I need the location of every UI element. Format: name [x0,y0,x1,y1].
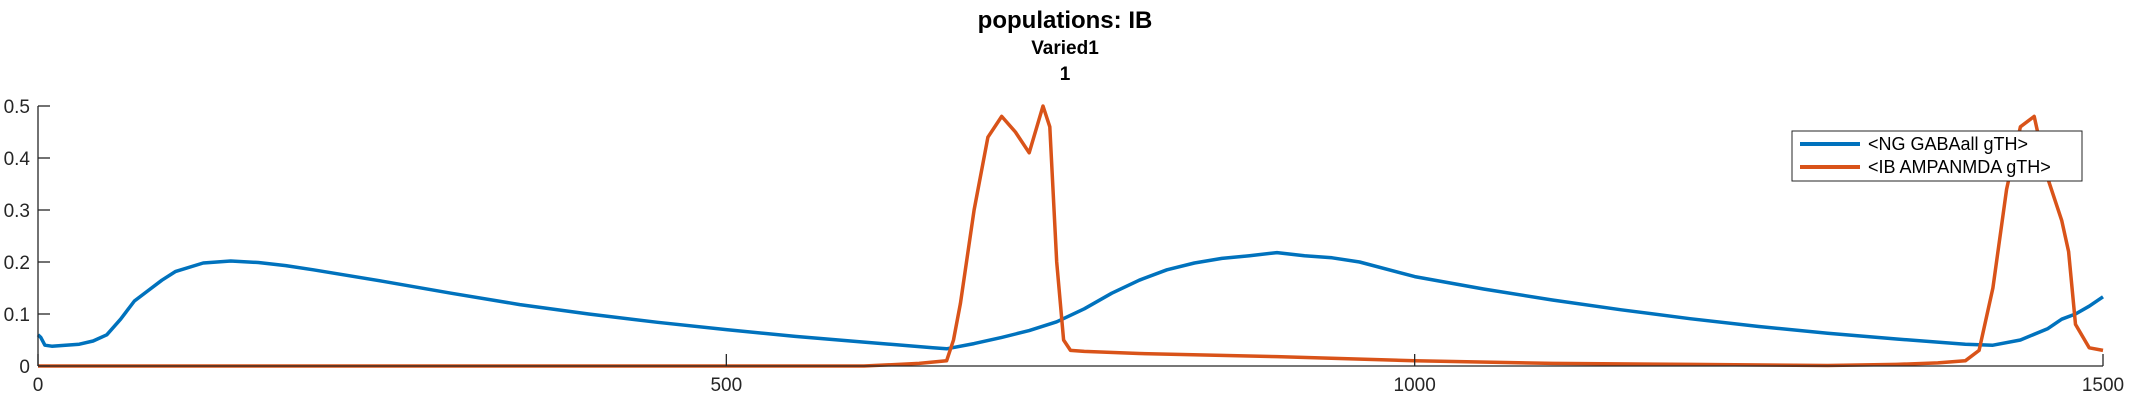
y-tick-label: 0.1 [4,305,30,326]
legend: <NG GABAall gTH> <IB AMPANMDA gTH> [1791,130,2083,182]
y-tick-label: 0 [19,357,30,378]
chart-subtitle-1: Varied1 [1031,38,1099,59]
series-layer [36,104,2104,368]
x-tick-label: 500 [710,375,742,396]
legend-box [1791,130,2083,182]
x-tick-label: 0 [33,375,44,396]
series-line-ng-gabaall [36,250,2104,351]
legend-label-ib-ampanmda: <IB AMPANMDA gTH> [1868,157,2051,177]
chart-subtitle-2: 1 [1060,64,1071,85]
y-tick-label: 0.3 [4,201,30,222]
y-tick-label: 0.5 [4,97,30,118]
ticks-layer: 0 500 1000 1500 0 0.1 0.2 0.3 0.4 0.5 [4,97,2125,396]
plot-area: 0 500 1000 1500 0 0.1 0.2 0.3 0.4 0.5 [4,97,2125,396]
series-line-ib-ampanmda [38,104,2104,368]
chart-title: populations: IB [978,7,1153,34]
x-tick-label: 1500 [2082,375,2124,396]
legend-label-ng-gabaall: <NG GABAall gTH> [1868,134,2028,154]
y-tick-label: 0.2 [4,253,30,274]
y-tick-label: 0.4 [4,149,31,170]
x-tick-label: 1000 [1394,375,1436,396]
